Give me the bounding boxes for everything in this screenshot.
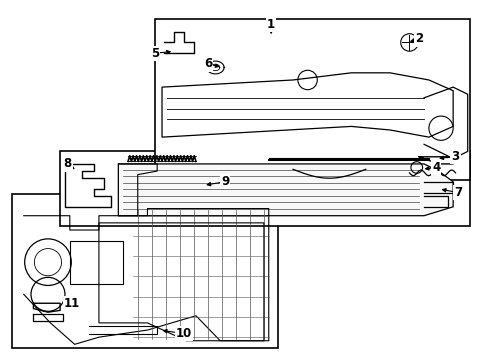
Polygon shape <box>154 19 469 180</box>
Polygon shape <box>118 164 452 216</box>
Text: 3: 3 <box>450 150 459 163</box>
Text: 4: 4 <box>431 161 439 174</box>
Text: 9: 9 <box>221 175 229 188</box>
Text: 6: 6 <box>203 57 212 71</box>
Text: 11: 11 <box>64 297 80 310</box>
Text: 10: 10 <box>175 327 192 340</box>
Polygon shape <box>60 152 469 226</box>
Text: 5: 5 <box>150 47 159 60</box>
Text: 2: 2 <box>414 32 423 45</box>
Text: 7: 7 <box>453 186 461 199</box>
Polygon shape <box>12 194 278 348</box>
Text: 1: 1 <box>266 18 275 31</box>
Text: 8: 8 <box>63 157 71 170</box>
Bar <box>70 241 123 284</box>
